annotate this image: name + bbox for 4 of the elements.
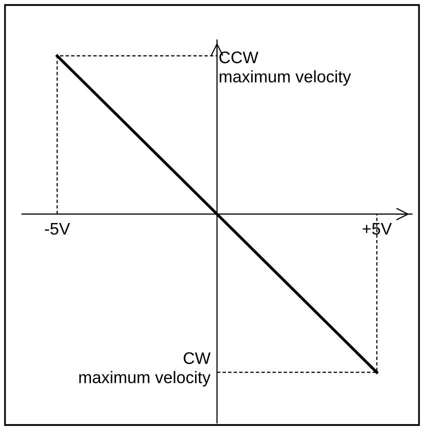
x-tick-label: +5V	[362, 223, 392, 235]
annotation: CW maximum velocity	[79, 352, 211, 387]
annotation: CCW maximum velocity	[219, 52, 351, 86]
x-tick-label: -5V	[44, 223, 70, 235]
